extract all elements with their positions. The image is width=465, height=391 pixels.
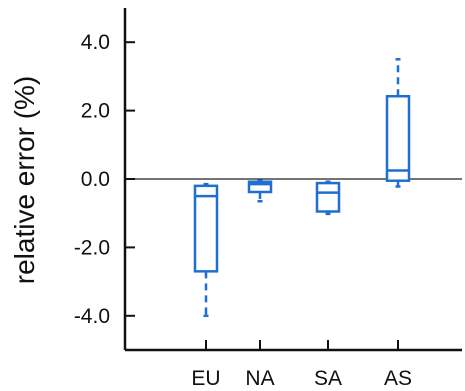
- box-na: [247, 179, 273, 203]
- interquartile-box: [247, 180, 273, 194]
- interquartile-box: [193, 184, 219, 273]
- y-tick-label: -2.0: [74, 236, 110, 259]
- y-tick-label: 4.0: [81, 31, 110, 54]
- x-tick-label-sa: SA: [314, 367, 342, 390]
- interquartile-box: [315, 181, 341, 213]
- box-layer: [193, 58, 411, 318]
- y-tick-layer: -4.0 -2.0 0.0 2.0 4.0: [74, 31, 135, 328]
- y-tick-label: 0.0: [81, 168, 110, 191]
- x-tick-layer: EU NA SA AS: [191, 340, 412, 390]
- y-tick-label: -4.0: [74, 305, 110, 328]
- y-axis-label: relative error (%): [9, 76, 40, 284]
- interquartile-box: [385, 94, 411, 182]
- box-eu: [193, 182, 219, 318]
- y-tick-label: 2.0: [81, 100, 110, 123]
- box-sa: [315, 180, 341, 216]
- x-tick-label-eu: EU: [191, 367, 220, 390]
- x-tick-label-as: AS: [384, 367, 412, 390]
- x-tick-label-na: NA: [245, 367, 274, 390]
- box-as: [385, 58, 411, 188]
